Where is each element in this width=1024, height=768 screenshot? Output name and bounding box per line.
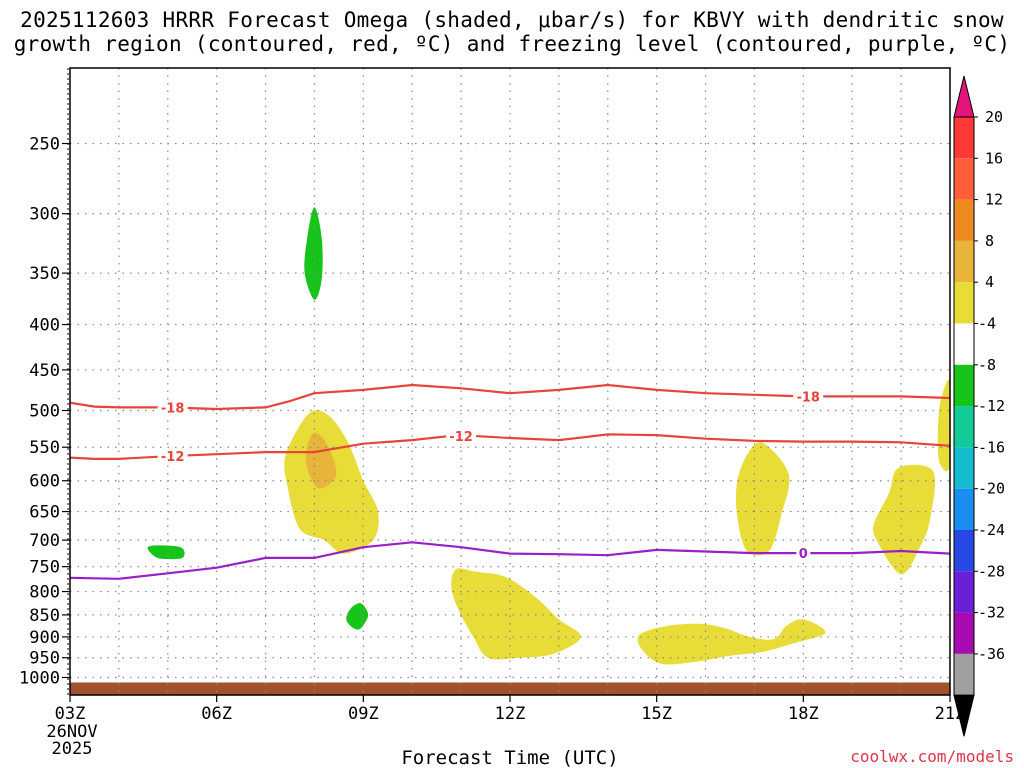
chart-title-line-2: growth region (contoured, red, ºC) and f…	[13, 32, 1011, 56]
colorbar-swatch	[954, 530, 974, 572]
x-date-label: 26NOV	[46, 722, 97, 742]
omega-region-8	[292, 537, 320, 554]
contour-lines: -18 -18 -12 -12 0	[70, 383, 950, 580]
colorbar-label: -28	[978, 562, 1005, 580]
omega-region-12	[451, 568, 581, 660]
omega-region-14	[735, 442, 790, 556]
x-tick-label: 15Z	[641, 704, 672, 724]
colorbar-label: -20	[978, 480, 1005, 498]
colorbar-swatch	[954, 323, 974, 365]
x-tick-label: 03Z	[55, 704, 86, 724]
contour-label-bg	[446, 427, 477, 444]
x-tick-label: 12Z	[495, 704, 526, 724]
y-tick-label: 650	[29, 503, 60, 523]
colorbar-label: -4	[978, 315, 996, 333]
colorbar-swatch	[954, 612, 974, 654]
omega-region-3	[155, 256, 171, 305]
contour-line-0	[70, 541, 950, 580]
x-date-label: 2025	[52, 739, 93, 759]
y-tick-label: 950	[29, 649, 60, 669]
x-tick-label: 09Z	[348, 704, 379, 724]
colorbar-label: -36	[978, 645, 1005, 663]
y-tick-label: 350	[29, 264, 60, 284]
omega-region-18	[147, 545, 185, 560]
chart-title: 2025112603 HRRR Forecast Omega (shaded, …	[0, 8, 1024, 56]
colorbar-label: -32	[978, 604, 1005, 622]
y-tick-label: 450	[29, 361, 60, 381]
omega-region-13	[637, 619, 826, 665]
terrain-ground	[70, 682, 950, 695]
terrain-layer	[70, 682, 950, 695]
omega-region-9	[279, 591, 384, 675]
colorbar-label: 20	[985, 108, 1003, 126]
omega-region-17	[305, 432, 337, 489]
y-tick-label: 600	[29, 472, 60, 492]
colorbar-label: 4	[985, 273, 994, 291]
contour-label--18: -18	[796, 390, 820, 405]
omega-region-16	[937, 380, 950, 472]
colorbar-bottom-triangle	[953, 694, 975, 737]
colorbar-swatch	[954, 158, 974, 200]
colorbar-label: -8	[978, 356, 996, 374]
omega-region-10	[896, 647, 911, 660]
contour-label-bg	[157, 448, 188, 465]
chart-title-line-1: 2025112603 HRRR Forecast Omega (shaded, …	[20, 8, 1004, 32]
y-tick-label: 900	[29, 628, 60, 648]
colorbar-swatch	[954, 406, 974, 448]
colorbar-label: 16	[985, 149, 1003, 167]
colorbar-swatch	[954, 364, 974, 407]
y-axis-ticks: 2503003504004505005506006507007508008509…	[19, 135, 70, 689]
omega-region-19	[304, 207, 323, 300]
colorbar-label: 12	[985, 191, 1003, 209]
y-tick-label: 300	[29, 205, 60, 225]
omega-region-1	[95, 493, 247, 629]
omega-region-7	[783, 165, 821, 251]
colorbar-top-triangle	[953, 75, 975, 118]
y-tick-label: 750	[29, 558, 60, 578]
colorbar-swatch	[954, 447, 974, 489]
colorbar-label: 8	[985, 232, 994, 250]
y-tick-label: 800	[29, 583, 60, 603]
x-axis-label: Forecast Time (UTC)	[401, 747, 618, 768]
colorbar-swatch	[954, 488, 974, 530]
omega-region-15	[872, 464, 936, 575]
omega-region-2	[102, 612, 195, 672]
x-tick-label: 06Z	[201, 704, 232, 724]
y-tick-label: 700	[29, 531, 60, 551]
colorbar-swatch	[954, 199, 974, 241]
y-tick-label: 400	[29, 316, 60, 336]
contour-label-bg	[157, 399, 188, 416]
colorbar-swatch	[954, 117, 974, 159]
credit-link[interactable]: coolwx.com/models	[850, 747, 1014, 766]
contour-label--12: -12	[161, 450, 185, 465]
colorbar: 20 16 12 8 4 -4 -8 -12 -16 -20 -24 -28 -32 -36	[953, 75, 1005, 737]
colorbar-swatch	[954, 653, 974, 696]
y-tick-label: 1000	[19, 669, 60, 689]
contour-label-bg	[796, 545, 811, 562]
colorbar-swatch	[954, 240, 974, 283]
y-tick-label: 850	[29, 606, 60, 626]
y-tick-label: 250	[29, 135, 60, 155]
colorbar-swatch	[954, 282, 974, 324]
colorbar-label: -24	[978, 521, 1005, 539]
y-tick-label: 550	[29, 438, 60, 458]
contour-label--18: -18	[161, 402, 185, 417]
x-tick-label: 18Z	[788, 704, 819, 724]
contour-label--12: -12	[449, 430, 473, 445]
colorbar-swatch	[954, 571, 974, 613]
omega-region-6	[452, 198, 533, 371]
colorbar-label: -12	[978, 397, 1005, 415]
omega-region-20	[346, 603, 369, 630]
omega-shaded-regions	[95, 153, 950, 675]
y-tick-label: 500	[29, 402, 60, 422]
contour-label-bg	[793, 388, 824, 405]
colorbar-label: -16	[978, 438, 1005, 456]
contour-label-0: 0	[799, 547, 808, 562]
contour-line--12	[70, 433, 950, 460]
